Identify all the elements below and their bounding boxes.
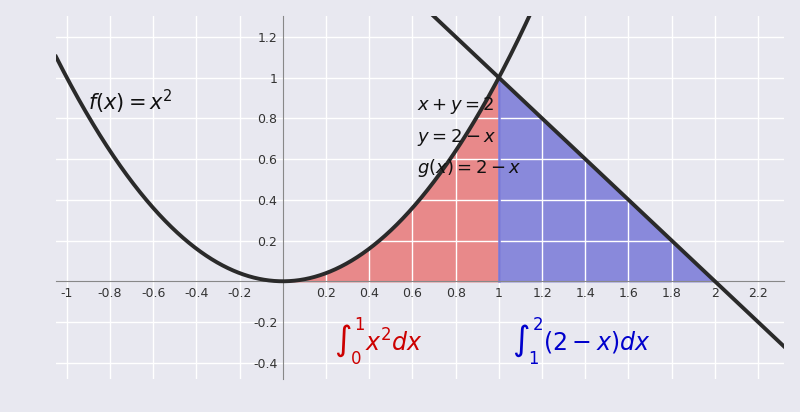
Text: $\int_1^2 (2-x)dx$: $\int_1^2 (2-x)dx$ — [511, 316, 650, 367]
Text: $x + y = 2$: $x + y = 2$ — [417, 95, 494, 116]
Text: $f(x) = x^2$: $f(x) = x^2$ — [89, 88, 174, 116]
Text: $g(x) = 2 - x$: $g(x) = 2 - x$ — [417, 157, 522, 179]
Text: $\int_0^1 x^2 dx$: $\int_0^1 x^2 dx$ — [334, 316, 422, 367]
Text: $y = 2 - x$: $y = 2 - x$ — [417, 127, 496, 148]
